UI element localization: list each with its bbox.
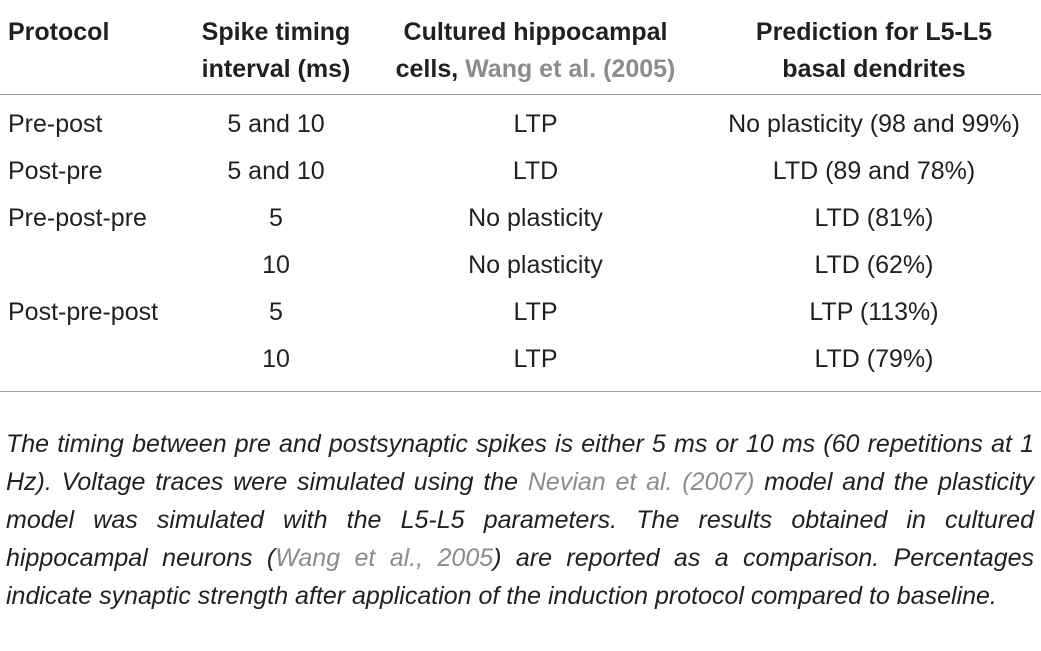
- header-interval-line1: Spike timing: [201, 18, 351, 46]
- header-row: Protocol Spike timing interval (ms) Cult…: [0, 14, 1041, 95]
- cell-interval: 5 and 10: [227, 157, 325, 185]
- results-table: Protocol Spike timing interval (ms) Cult…: [0, 14, 1041, 392]
- header-interval-line2: interval (ms): [201, 55, 351, 83]
- cell-protocol: [0, 242, 188, 289]
- cell-cultured: LTP: [513, 298, 558, 326]
- caption-text-part2: model and the plasticity model was simul…: [6, 468, 1035, 572]
- header-prediction: Prediction for L5-L5 basal dendrites: [707, 14, 1041, 95]
- cell-protocol: [0, 336, 188, 392]
- header-cultured: Cultured hippocampal cells, Wang et al. …: [364, 14, 707, 95]
- cell-interval: 5: [269, 298, 283, 326]
- table-caption: The timing between pre and postsynaptic …: [6, 425, 1034, 615]
- cell-prediction: LTP (113%): [809, 298, 939, 326]
- cell-cultured: LTD: [512, 157, 559, 185]
- table-body: Pre-post 5 and 10 LTP No plasticity (98 …: [0, 95, 1041, 392]
- table-row: Post-pre-post 5 LTP LTP (113%): [0, 289, 1041, 336]
- table-row: 10 LTP LTD (79%): [0, 336, 1041, 392]
- header-prediction-line2: basal dendrites: [782, 55, 966, 83]
- cell-cultured: No plasticity: [468, 204, 603, 232]
- caption-text-part3: ) are reported as a comparison. Percenta…: [6, 544, 1034, 610]
- table-row: 10 No plasticity LTD (62%): [0, 242, 1041, 289]
- cell-prediction: LTD (89 and 78%): [772, 157, 976, 185]
- table-row: Post-pre 5 and 10 LTD LTD (89 and 78%): [0, 148, 1041, 195]
- header-protocol: Protocol: [0, 14, 188, 95]
- cell-interval: 5 and 10: [227, 110, 325, 138]
- header-prediction-line1: Prediction for L5-L5: [755, 18, 993, 46]
- caption-reference-link-wang[interactable]: Wang et al., 2005: [275, 544, 494, 572]
- header-protocol-label: Protocol: [8, 18, 110, 46]
- caption-text-part1: The timing between pre and postsynaptic …: [6, 430, 1034, 496]
- cell-prediction: No plasticity (98 and 99%): [728, 110, 1020, 138]
- cell-cultured: LTP: [513, 110, 558, 138]
- table-row: Pre-post 5 and 10 LTP No plasticity (98 …: [0, 95, 1041, 149]
- cell-interval: 10: [262, 251, 290, 279]
- table-header: Protocol Spike timing interval (ms) Cult…: [0, 14, 1041, 95]
- cell-interval: 5: [269, 204, 283, 232]
- cell-protocol: Pre-post-pre: [8, 204, 147, 232]
- header-interval: Spike timing interval (ms): [188, 14, 364, 95]
- cell-protocol: Post-pre: [8, 157, 103, 185]
- caption-reference-link-nevian[interactable]: Nevian et al. (2007): [527, 468, 755, 496]
- cell-protocol: Post-pre-post: [8, 298, 159, 326]
- cell-prediction: LTD (79%): [707, 336, 1041, 392]
- cell-prediction: LTD (81%): [814, 204, 934, 232]
- cell-cultured: No plasticity: [468, 251, 603, 279]
- header-cultured-line2-prefix: cells,: [395, 55, 466, 83]
- cell-interval: 10: [188, 336, 364, 392]
- table-row: Pre-post-pre 5 No plasticity LTD (81%): [0, 195, 1041, 242]
- header-cultured-reference-link[interactable]: Wang et al. (2005): [465, 55, 676, 83]
- header-cultured-line1: Cultured hippocampal: [403, 18, 668, 46]
- cell-cultured: LTP: [364, 336, 707, 392]
- cell-prediction: LTD (62%): [814, 251, 934, 279]
- cell-protocol: Pre-post: [8, 110, 103, 138]
